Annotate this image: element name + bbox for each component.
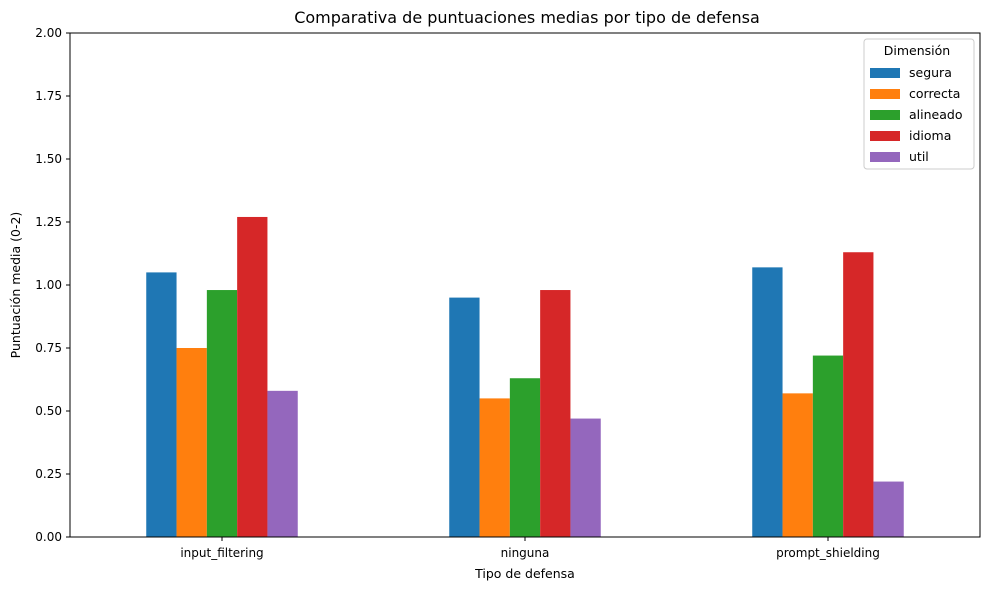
legend-label-alineado: alineado (909, 107, 962, 122)
bars-group (146, 216, 904, 538)
bar-correcta-ninguna (479, 398, 510, 537)
bar-idioma-prompt_shielding (843, 252, 874, 538)
x-tick-label: prompt_shielding (776, 546, 880, 560)
x-ticks-group: input_filtering ninguna prompt_shielding (180, 537, 880, 560)
x-axis-label: Tipo de defensa (474, 566, 575, 581)
legend-swatch-correcta (870, 89, 900, 99)
bar-util-prompt_shielding (873, 481, 904, 537)
bar-alineado-prompt_shielding (812, 355, 844, 537)
y-tick-label: 0.25 (35, 467, 62, 481)
y-tick-label: 0.50 (35, 404, 62, 418)
x-tick-label: ninguna (501, 546, 550, 560)
legend-label-correcta: correcta (909, 86, 960, 101)
legend: Dimensión segura correcta alineado idioma ut… (863, 38, 975, 170)
legend-label-segura: segura (909, 65, 952, 80)
bar-alineado-ninguna (509, 378, 541, 537)
legend-items: segura correcta alineado idioma util (870, 65, 962, 164)
y-ticks-group: 0.00 0.25 0.50 0.75 1.00 1.25 1.50 1.75 2.00 (35, 26, 70, 544)
bar-correcta-input_filtering (176, 348, 207, 537)
legend-swatch-alineado (870, 110, 900, 120)
legend-swatch-segura (870, 68, 900, 78)
legend-label-idioma: idioma (909, 128, 951, 143)
y-tick-label: 2.00 (35, 26, 62, 40)
bar-segura-ninguna (449, 297, 480, 537)
legend-title: Dimensión (884, 43, 950, 58)
y-tick-label: 0.00 (35, 530, 62, 544)
bar-idioma-input_filtering (237, 216, 268, 537)
plot-frame (69, 32, 981, 538)
y-tick-label: 1.75 (35, 89, 62, 103)
y-tick-label: 0.75 (35, 341, 62, 355)
legend-swatch-util (870, 152, 900, 162)
bar-idioma-ninguna (540, 290, 571, 537)
x-tick-label: input_filtering (180, 546, 263, 560)
bar-segura-input_filtering (146, 272, 177, 537)
bar-correcta-prompt_shielding (782, 393, 813, 537)
y-tick-label: 1.00 (35, 278, 62, 292)
y-tick-label: 1.25 (35, 215, 62, 229)
y-axis-label: Puntuación media (0-2) (8, 212, 23, 359)
bar-util-ninguna (570, 418, 601, 537)
bar-segura-prompt_shielding (752, 267, 783, 537)
chart-title: Comparativa de puntuaciones medias por t… (294, 8, 760, 27)
legend-label-util: util (909, 149, 929, 164)
y-tick-label: 1.50 (35, 152, 62, 166)
bar-alineado-input_filtering (206, 290, 238, 537)
legend-swatch-idioma (870, 131, 900, 141)
bar-util-input_filtering (267, 390, 298, 537)
